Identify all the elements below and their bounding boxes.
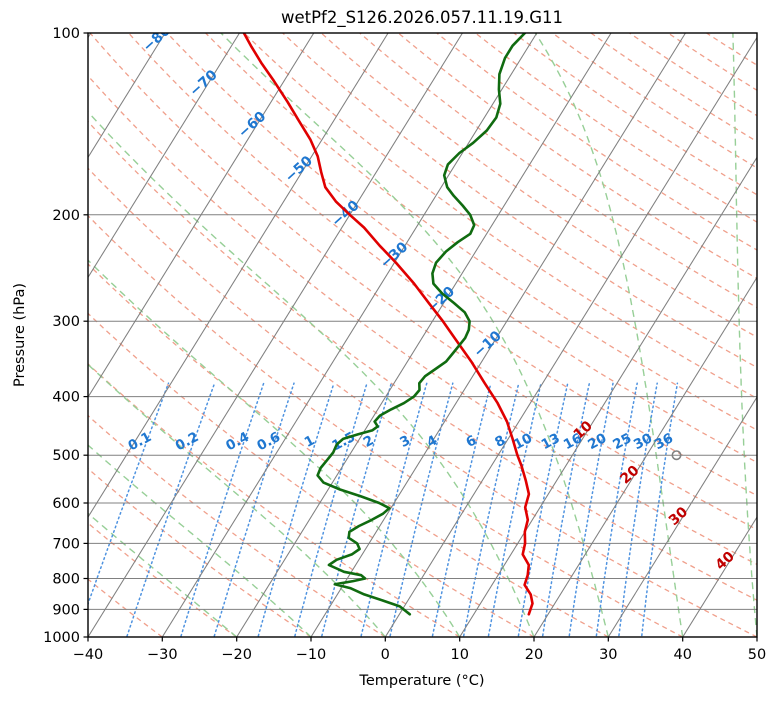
x-tick-label: −20 [221, 647, 252, 663]
isotherm-line [310, 33, 686, 637]
x-axis-ticks: −40 −30 −20 −10 0 10 20 30 40 50 [73, 637, 766, 663]
y-tick-label: 300 [52, 314, 80, 330]
moist-adiabat-line [732, 33, 757, 637]
x-tick-label: 10 [450, 647, 468, 663]
mixing-ratio-label: 36 [652, 430, 676, 453]
isotherm-line [161, 33, 538, 637]
y-tick-label: 200 [52, 208, 80, 224]
moist-adiabat-line [534, 33, 684, 637]
dry-adiabat-line [89, 33, 757, 531]
moist-adiabat-line [88, 444, 312, 637]
mixing-ratio-line [125, 382, 216, 637]
dewpoint-profile-line [316, 33, 527, 616]
moist-adiabats-group [88, 33, 757, 637]
moist-adiabat-line [88, 259, 461, 637]
mixing-ratio-line [88, 382, 170, 607]
dry-adiabat-line [88, 263, 609, 637]
mixing-ratio-line [257, 382, 335, 637]
x-tick-label: 20 [525, 647, 543, 663]
y-tick-label: 800 [52, 572, 80, 588]
isotherm-line [533, 276, 757, 637]
isotherm-line [607, 396, 757, 637]
mixing-ratio-line [213, 382, 295, 637]
mixing-ratio-line [517, 382, 569, 637]
x-tick-label: 0 [381, 647, 390, 663]
lcl-marker [671, 450, 682, 461]
mixing-ratio-line [320, 382, 393, 637]
mixing-ratio-label: 25 [610, 430, 634, 453]
isotherm-line [236, 33, 612, 637]
x-tick-label: 50 [748, 647, 766, 663]
mixing-ratio-label: 13 [539, 430, 563, 453]
plot-background [88, 33, 757, 637]
y-axis-ticks: 1000 900 800 700 600 500 400 300 200 100 [43, 26, 88, 646]
dry-adiabat-line [243, 33, 757, 400]
mixing-ratio-line [487, 382, 542, 637]
dry-adiabat-line [88, 74, 757, 566]
dry-adiabat-line [88, 120, 757, 601]
isotherm-line [88, 33, 389, 519]
dry-adiabat-line [397, 33, 757, 280]
y-tick-label: 700 [52, 536, 80, 552]
mixing-ratio-label: 16 [561, 430, 585, 453]
mixing-ratio-line [179, 382, 265, 637]
dry-adiabat-line [359, 33, 757, 309]
mixing-ratio-line [568, 382, 614, 637]
isotherm-line [88, 33, 463, 637]
mixing-ratio-line [431, 382, 492, 637]
isotherm-line [384, 36, 757, 637]
isotherm-line [88, 33, 315, 399]
mixing-ratio-line [595, 382, 638, 637]
dry-adiabat-line [320, 33, 757, 338]
profile-curves-group [242, 33, 534, 616]
markers-group [671, 450, 682, 461]
mixing-ratio-line [617, 382, 658, 637]
dry-adiabat-line [590, 33, 757, 143]
moist-adiabat-line [88, 512, 238, 637]
isotherms-group [88, 33, 757, 637]
isotherm-line [88, 33, 166, 159]
y-tick-label: 100 [52, 26, 80, 42]
mixing-ratio-line [640, 382, 679, 637]
isotherm-line [88, 33, 240, 279]
dry-adiabat-line [436, 33, 757, 251]
mixing-ratio-line [541, 382, 591, 637]
x-tick-label: −10 [296, 647, 327, 663]
y-tick-label: 1000 [43, 630, 80, 646]
x-tick-label: −40 [73, 647, 104, 663]
x-axis-label: Temperature (°C) [358, 673, 484, 689]
y-tick-label: 900 [52, 602, 80, 618]
mixing-ratio-label: 30 [631, 430, 655, 453]
x-tick-label: −30 [147, 647, 178, 663]
temperature-profile-line [242, 33, 534, 616]
y-axis-label: Pressure (hPa) [12, 283, 28, 387]
isotherm-line [682, 516, 757, 637]
mixing-ratio-label: 10 [511, 430, 535, 453]
chart-title: wetPf2_S126.2026.057.11.19.G11 [281, 8, 563, 28]
y-tick-label: 400 [52, 390, 80, 406]
y-tick-label: 600 [52, 496, 80, 512]
plot-frame [87, 32, 758, 638]
isobars-group [88, 33, 757, 637]
y-tick-label: 500 [52, 448, 80, 464]
isotherm-line [459, 156, 757, 637]
dry-adiabat-line [88, 467, 312, 637]
mixing-ratio-label: 20 [585, 430, 609, 453]
x-tick-label: 30 [599, 647, 617, 663]
x-tick-label: 40 [673, 647, 691, 663]
dry-adiabat-line [88, 312, 535, 637]
mixing-ratio-line [293, 382, 368, 637]
dry-adiabat-line [88, 522, 238, 637]
